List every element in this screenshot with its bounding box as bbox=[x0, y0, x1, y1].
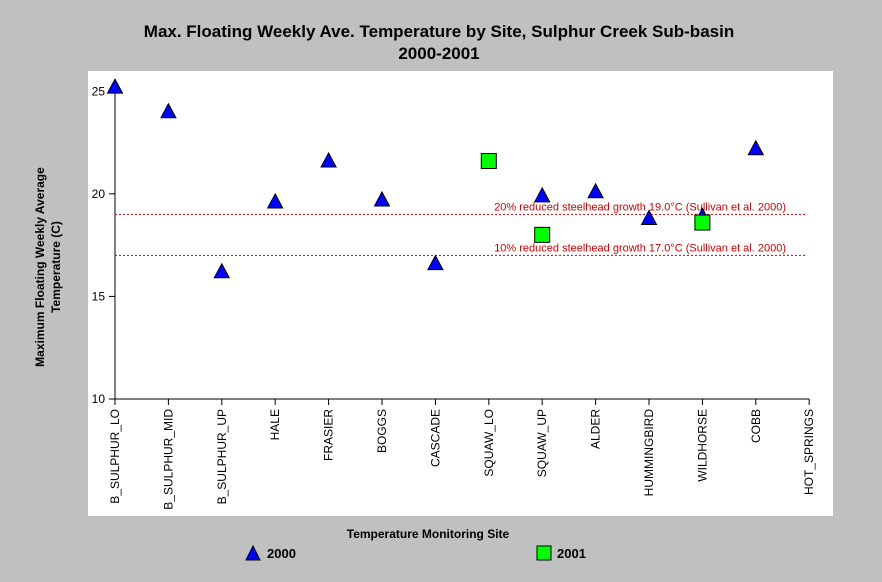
point-2000-boggs bbox=[373, 190, 391, 207]
legend-item-2000: 2000 bbox=[245, 544, 296, 561]
point-2000-hale bbox=[266, 192, 284, 209]
point-2000-frasier bbox=[320, 151, 337, 168]
legend-triangle-icon bbox=[245, 544, 261, 561]
y-axis-label-line-1: Maximum Floating Weekly Average bbox=[33, 167, 47, 367]
x-axis-ticks: B_SULPHUR_LO B_SULPHUR_MID B_SULPHUR_UP HAL… bbox=[108, 399, 816, 510]
x-tick-label: SQUAW_LO bbox=[482, 409, 496, 477]
x-tick-label: COBB bbox=[749, 409, 763, 443]
legend-label-2000: 2000 bbox=[267, 546, 296, 561]
chart-title: Max. Floating Weekly Ave. Temperature by… bbox=[144, 22, 734, 41]
point-2000-b_sulphur_up bbox=[213, 262, 231, 279]
x-tick-label: B_SULPHUR_LO bbox=[108, 409, 122, 504]
y-tick-label: 10 bbox=[92, 392, 106, 406]
point-2001-wildhorse bbox=[694, 214, 711, 231]
data-points bbox=[106, 78, 765, 279]
y-axis-label: Maximum Floating Weekly Average Temperat… bbox=[33, 167, 63, 367]
x-tick-label: B_SULPHUR_UP bbox=[215, 409, 229, 504]
y-tick-label: 25 bbox=[92, 84, 106, 98]
point-2000-b_sulphur_mid bbox=[160, 102, 177, 119]
y-tick-label: 20 bbox=[92, 187, 106, 201]
x-tick-label: HUMMINGBIRD bbox=[642, 409, 656, 497]
reference-lines: 20% reduced steelhead growth 19.0°C (Sul… bbox=[115, 201, 806, 256]
point-2000-cobb bbox=[747, 139, 765, 156]
y-axis-label-line-2: Temperature (C) bbox=[49, 221, 63, 313]
y-tick-label: 15 bbox=[92, 289, 106, 303]
point-2000-alder bbox=[587, 182, 604, 199]
point-2000-squaw_up bbox=[533, 186, 551, 203]
point-2000-cascade bbox=[427, 254, 444, 271]
x-tick-label: ALDER bbox=[589, 409, 603, 449]
reference-line-label: 20% reduced steelhead growth 19.0°C (Sul… bbox=[494, 201, 786, 213]
x-tick-label: WILDHORSE bbox=[695, 409, 709, 482]
x-tick-label: HOT_SPRINGS bbox=[802, 409, 816, 495]
x-tick-label: B_SULPHUR_MID bbox=[161, 409, 175, 510]
legend-label-2001: 2001 bbox=[557, 546, 586, 561]
point-2001-squaw_up bbox=[534, 226, 551, 243]
x-tick-label: BOGGS bbox=[375, 409, 389, 453]
plot-area bbox=[88, 71, 833, 516]
point-2000-hummingbird bbox=[640, 209, 658, 225]
legend-item-2001: 2001 bbox=[536, 545, 586, 561]
x-tick-label: CASCADE bbox=[428, 409, 442, 467]
x-tick-label: FRASIER bbox=[322, 409, 336, 461]
x-tick-label: SQUAW_UP bbox=[535, 409, 549, 477]
reference-line-label: 10% reduced steelhead growth 17.0°C (Sul… bbox=[494, 242, 786, 254]
x-axis-label: Temperature Monitoring Site bbox=[347, 527, 510, 541]
legend-square-icon bbox=[536, 545, 552, 561]
legend: 2000 2001 bbox=[245, 544, 586, 561]
x-tick-label: HALE bbox=[268, 409, 282, 440]
point-2001-squaw_lo bbox=[480, 153, 497, 170]
chart-subtitle: 2000-2001 bbox=[398, 44, 479, 63]
point-2000-b_sulphur_lo bbox=[106, 78, 124, 94]
y-axis-ticks: 10 15 20 25 bbox=[92, 84, 115, 406]
